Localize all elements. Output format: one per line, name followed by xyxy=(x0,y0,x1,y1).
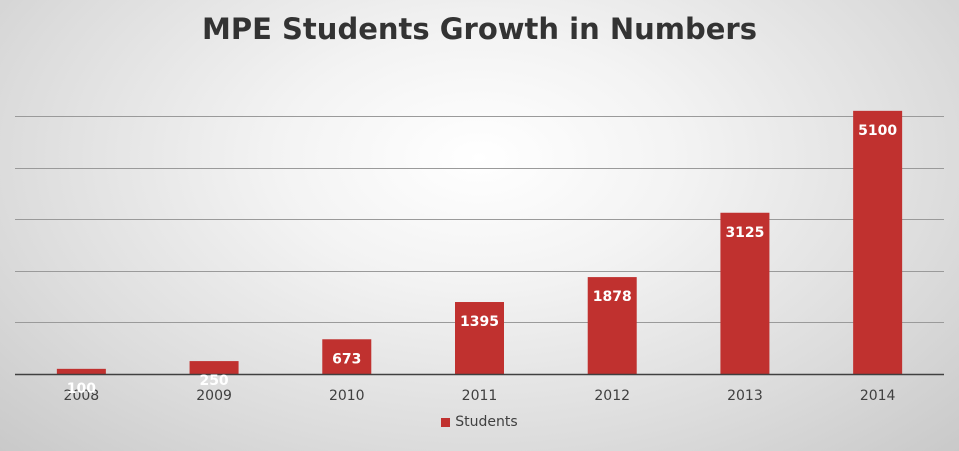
x-tick-label: 2014 xyxy=(860,388,896,404)
bar-2010[interactable] xyxy=(322,339,372,374)
chart-title: MPE Students Growth in Numbers xyxy=(202,12,757,46)
bar-2009[interactable] xyxy=(189,361,239,374)
gridlines xyxy=(15,116,944,323)
data-label: 5100 xyxy=(858,123,897,139)
data-label: 100 xyxy=(67,381,96,397)
legend: Students xyxy=(0,414,959,430)
bar-2011[interactable] xyxy=(455,302,504,374)
data-label: 250 xyxy=(199,373,228,389)
legend-label: Students xyxy=(455,414,518,430)
x-tick-label: 2008 xyxy=(64,388,100,404)
legend-item-students[interactable]: Students xyxy=(441,414,518,430)
bars xyxy=(56,110,903,374)
x-tick-label: 2011 xyxy=(462,388,498,404)
x-tick-label: 2009 xyxy=(196,388,232,404)
bar-2012[interactable] xyxy=(587,277,637,374)
x-tick-label: 2013 xyxy=(727,388,763,404)
data-label: 1395 xyxy=(460,314,499,330)
data-label: 1878 xyxy=(593,289,632,305)
bar-2013[interactable] xyxy=(720,212,770,374)
legend-swatch xyxy=(441,417,451,427)
bar-2008[interactable] xyxy=(56,368,106,374)
data-label: 3125 xyxy=(725,225,764,241)
x-tick-labels: 2008 2009 2010 2011 2012 2013 2014 xyxy=(64,388,896,404)
bar-2014[interactable] xyxy=(853,110,903,374)
x-tick-label: 2010 xyxy=(329,388,365,404)
data-labels: 100 250 673 1395 1878 3125 5100 xyxy=(67,123,898,397)
data-label: 673 xyxy=(332,351,361,367)
x-tick-label: 2012 xyxy=(594,388,630,404)
